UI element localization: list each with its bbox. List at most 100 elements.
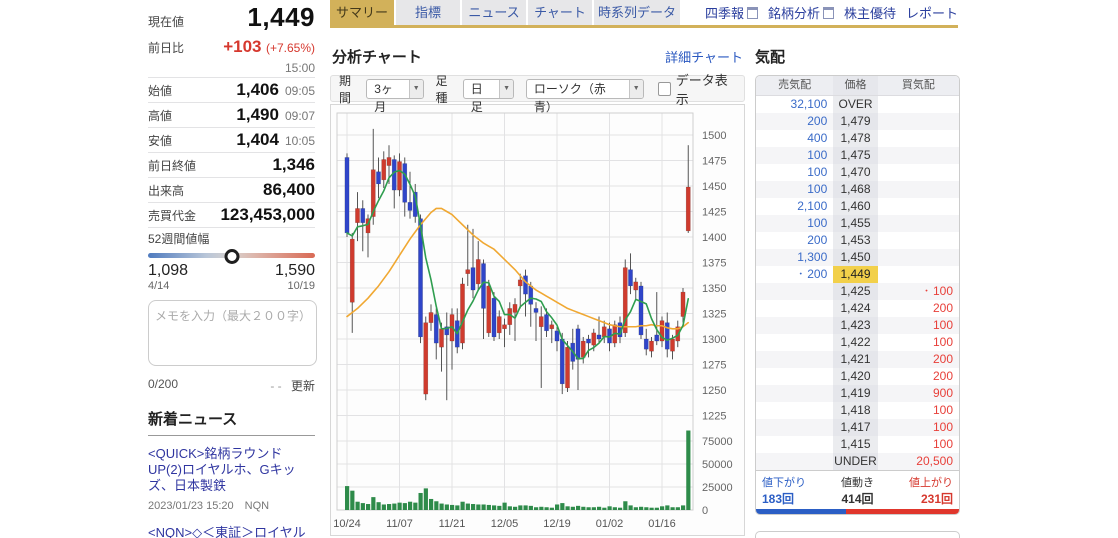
price-cell: UNDER	[833, 453, 878, 470]
ask-quantity[interactable]: 200	[807, 233, 828, 247]
down-ratio-segment	[756, 509, 846, 514]
chart-style-select[interactable]: ローソク（赤青） ▼	[525, 78, 644, 114]
bid-quantity	[878, 232, 959, 249]
ask-quantity	[756, 402, 833, 419]
price-cell: 1,450	[833, 249, 878, 266]
svg-text:12/19: 12/19	[543, 518, 571, 530]
bar-type-value: 日足	[470, 81, 483, 114]
tab-bar: サマリー 指標 ニュース チャート 時系列データ 四季報 銘柄分析 株主優待 レ…	[330, 0, 958, 25]
book-row: 2,100 1,460	[756, 198, 959, 215]
ask-quantity	[756, 351, 833, 368]
ask-quantity[interactable]: 32,100	[790, 97, 828, 111]
change-percent: (+7.65%)	[265, 41, 315, 55]
ask-quantity	[756, 419, 833, 436]
high-value: 1,490	[236, 105, 279, 124]
bar-type-select[interactable]: 日足 ▼	[462, 78, 514, 114]
book-row: UNDER 20,500	[756, 453, 959, 470]
svg-text:1325: 1325	[702, 309, 726, 321]
order-book: 売気配 価格 買気配 32,100 OVER 200 1,479 400 1,478 100…	[755, 75, 960, 515]
svg-text:1475: 1475	[702, 156, 726, 168]
news-link[interactable]: <NQN>◇＜東証＞ロイヤルホが大幅高 「リーガ大阪」売却、財務改善を好感	[148, 525, 306, 538]
link-reports[interactable]: レポート	[906, 3, 958, 22]
price-cell: 1,453	[833, 232, 878, 249]
bid-quantity[interactable]: 100	[932, 403, 953, 417]
chevron-down-icon: ▼	[628, 79, 643, 98]
book-row: 1,425 ・ 100	[756, 283, 959, 300]
link-analysis[interactable]: 銘柄分析	[768, 3, 834, 22]
news-heading: 新着ニュース	[148, 408, 315, 436]
book-row: 32,100 OVER	[756, 96, 959, 113]
tab-news[interactable]: ニュース	[462, 0, 526, 25]
bid-header: 買気配	[901, 79, 935, 91]
bid-quantity[interactable]: 100	[932, 437, 953, 451]
tab-timeseries[interactable]: 時系列データ	[594, 0, 680, 25]
book-row: 100 1,470	[756, 164, 959, 181]
bid-quantity[interactable]: 100	[932, 420, 953, 434]
volume-row: 出来高 86,400	[148, 178, 315, 203]
low-row: 安値 1,404 10:05	[148, 128, 315, 153]
book-row: 200 1,453	[756, 232, 959, 249]
move-ticks-value: 414回	[841, 492, 874, 506]
range52w-low-date: 4/14	[148, 280, 170, 292]
tab-summary[interactable]: サマリー	[330, 0, 394, 25]
bid-quantity[interactable]: 200	[932, 301, 953, 315]
volume-value: 86,400	[263, 180, 315, 199]
link-benefits[interactable]: 株主優待	[844, 3, 896, 22]
ask-quantity[interactable]: 200	[807, 114, 828, 128]
news-meta: 2023/01/23 15:20 NQN	[148, 500, 270, 512]
svg-text:11/21: 11/21	[439, 518, 466, 530]
news-link[interactable]: <QUICK>銘柄ラウンドUP(2)ロイヤルホ、Gキッズ、日本製鉄	[148, 446, 296, 493]
down-ticks-label: 値下がり	[762, 477, 806, 489]
chart-style-value: ローソク（赤青）	[533, 81, 606, 114]
memo-update-button[interactable]: 更新	[290, 379, 315, 393]
bid-quantity[interactable]: 100	[932, 318, 953, 332]
bid-quantity[interactable]: ・ 100	[921, 284, 953, 298]
bid-quantity	[878, 181, 959, 198]
detail-chart-link[interactable]: 詳細チャート	[665, 50, 743, 65]
svg-text:50000: 50000	[702, 459, 733, 471]
tab-indicators[interactable]: 指標	[396, 0, 460, 25]
ask-quantity[interactable]: ・ 200	[796, 267, 828, 281]
change-values: +103 (+7.65%)	[223, 37, 315, 57]
ask-quantity[interactable]: 100	[807, 182, 828, 196]
analysis-chart: 1500 1475 1450 1425 1400 1375 1350 1325 1300 1275…	[333, 112, 733, 530]
up-ticks: 値上がり 231回	[889, 474, 953, 507]
open-time: 09:05	[284, 84, 315, 98]
price-cell: 1,478	[833, 130, 878, 147]
memo-input[interactable]	[148, 300, 317, 366]
ask-quantity[interactable]: 100	[807, 165, 828, 179]
range52w-knob	[224, 249, 239, 264]
move-ticks: 値動き 414回	[826, 474, 890, 507]
book-row: 1,424 200	[756, 300, 959, 317]
low-label: 安値	[148, 134, 173, 148]
bid-quantity[interactable]: 900	[932, 386, 953, 400]
data-display-checkbox[interactable]	[657, 81, 671, 96]
change-value: +103	[223, 37, 262, 56]
ask-quantity[interactable]: 400	[807, 131, 828, 145]
ask-quantity[interactable]: 1,300	[797, 250, 828, 264]
price-cell: 1,470	[833, 164, 878, 181]
bid-quantity[interactable]: 200	[932, 352, 953, 366]
memo-counter: 0/200	[148, 377, 179, 391]
bid-quantity[interactable]: 100	[932, 335, 953, 349]
book-row: 100 1,455	[756, 215, 959, 232]
tab-chart[interactable]: チャート	[528, 0, 592, 25]
memo-updated-time: - -	[270, 379, 282, 393]
ask-quantity[interactable]: 100	[807, 148, 828, 162]
link-shikiho[interactable]: 四季報	[705, 3, 758, 22]
period-select[interactable]: 3ヶ月 ▼	[366, 78, 424, 114]
order-book-panel: 気配 売気配 価格 買気配 32,100 OVER 200 1,479 400 1,478…	[755, 40, 960, 538]
bid-quantity	[878, 164, 959, 181]
price-cell: 1,423	[833, 317, 878, 334]
memo-footer: 0/200 - - 更新	[148, 377, 315, 394]
change-dot-icon: ・	[921, 286, 931, 296]
ask-quantity[interactable]: 2,100	[797, 199, 828, 213]
book-row: 1,420 200	[756, 368, 959, 385]
bid-quantity[interactable]: 200	[932, 369, 953, 383]
bid-quantity[interactable]: 20,500	[916, 454, 953, 468]
prev-close-label: 前日終値	[148, 159, 197, 173]
svg-text:1450: 1450	[702, 181, 726, 193]
external-window-icon	[822, 6, 834, 19]
ask-quantity[interactable]: 100	[807, 216, 828, 230]
svg-text:1400: 1400	[702, 232, 726, 244]
